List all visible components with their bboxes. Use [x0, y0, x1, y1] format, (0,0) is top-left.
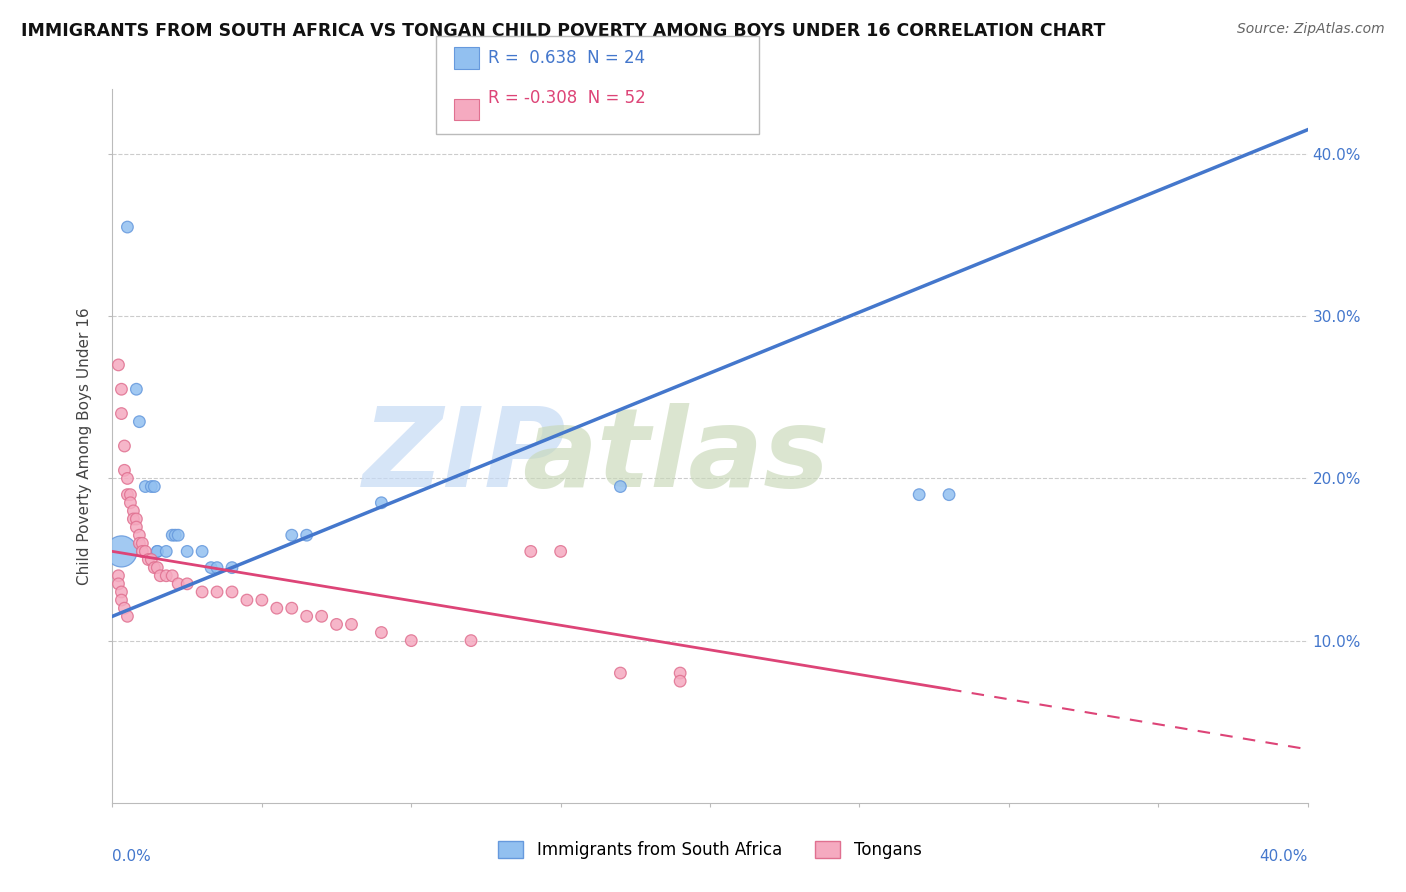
Point	[117, 609, 139, 624]
Point	[146, 560, 169, 574]
Point	[146, 544, 169, 558]
Point	[609, 479, 631, 493]
Point	[125, 512, 148, 526]
Point	[295, 609, 318, 624]
Point	[128, 536, 150, 550]
Point	[281, 528, 304, 542]
Point	[250, 593, 273, 607]
Point	[155, 544, 177, 558]
Point	[520, 544, 543, 558]
Point	[460, 633, 482, 648]
Point	[191, 544, 214, 558]
Point	[162, 568, 183, 582]
Point	[266, 601, 288, 615]
Point	[167, 577, 190, 591]
Point	[205, 560, 228, 574]
Point	[165, 528, 187, 542]
Point	[550, 544, 572, 558]
Text: R = -0.308  N = 52: R = -0.308 N = 52	[488, 89, 645, 107]
Point	[311, 609, 333, 624]
Point	[110, 407, 132, 421]
Point	[122, 504, 145, 518]
Point	[134, 544, 156, 558]
Point	[162, 528, 183, 542]
Point	[167, 528, 190, 542]
Point	[669, 666, 692, 681]
Point	[107, 568, 129, 582]
Point	[122, 512, 145, 526]
Point	[143, 479, 166, 493]
Text: R =  0.638  N = 24: R = 0.638 N = 24	[488, 49, 645, 67]
Point	[401, 633, 423, 648]
Point	[281, 601, 304, 615]
Point	[370, 496, 392, 510]
Point	[117, 488, 139, 502]
Point	[143, 560, 166, 574]
Point	[114, 439, 135, 453]
Point	[120, 496, 142, 510]
Y-axis label: Child Poverty Among Boys Under 16: Child Poverty Among Boys Under 16	[77, 307, 93, 585]
Point	[125, 382, 148, 396]
Point	[205, 585, 228, 599]
Point	[200, 560, 222, 574]
Legend: Immigrants from South Africa, Tongans: Immigrants from South Africa, Tongans	[492, 834, 928, 866]
Point	[107, 358, 129, 372]
Point	[128, 528, 150, 542]
Text: atlas: atlas	[522, 403, 830, 510]
Point	[669, 674, 692, 689]
Text: ZIP: ZIP	[363, 403, 567, 510]
Point	[114, 463, 135, 477]
Text: 40.0%: 40.0%	[1260, 849, 1308, 864]
Point	[131, 544, 153, 558]
Point	[117, 471, 139, 485]
Point	[370, 625, 392, 640]
Point	[107, 577, 129, 591]
Point	[149, 568, 172, 582]
Point	[325, 617, 347, 632]
Text: Source: ZipAtlas.com: Source: ZipAtlas.com	[1237, 22, 1385, 37]
Point	[110, 382, 132, 396]
Point	[125, 520, 148, 534]
Point	[609, 666, 631, 681]
Point	[114, 601, 135, 615]
Text: IMMIGRANTS FROM SOUTH AFRICA VS TONGAN CHILD POVERTY AMONG BOYS UNDER 16 CORRELA: IMMIGRANTS FROM SOUTH AFRICA VS TONGAN C…	[21, 22, 1105, 40]
Point	[938, 488, 960, 502]
Point	[117, 220, 139, 235]
Point	[236, 593, 259, 607]
Point	[221, 560, 243, 574]
Point	[155, 568, 177, 582]
Point	[110, 544, 132, 558]
Text: 0.0%: 0.0%	[112, 849, 152, 864]
Point	[141, 479, 163, 493]
Point	[110, 585, 132, 599]
Point	[295, 528, 318, 542]
Point	[191, 585, 214, 599]
Point	[138, 552, 160, 566]
Point	[176, 544, 198, 558]
Point	[120, 488, 142, 502]
Point	[128, 415, 150, 429]
Point	[110, 593, 132, 607]
Point	[340, 617, 363, 632]
Point	[134, 479, 156, 493]
Point	[146, 544, 169, 558]
Point	[131, 536, 153, 550]
Point	[176, 577, 198, 591]
Point	[221, 585, 243, 599]
Point	[908, 488, 931, 502]
Point	[141, 552, 163, 566]
